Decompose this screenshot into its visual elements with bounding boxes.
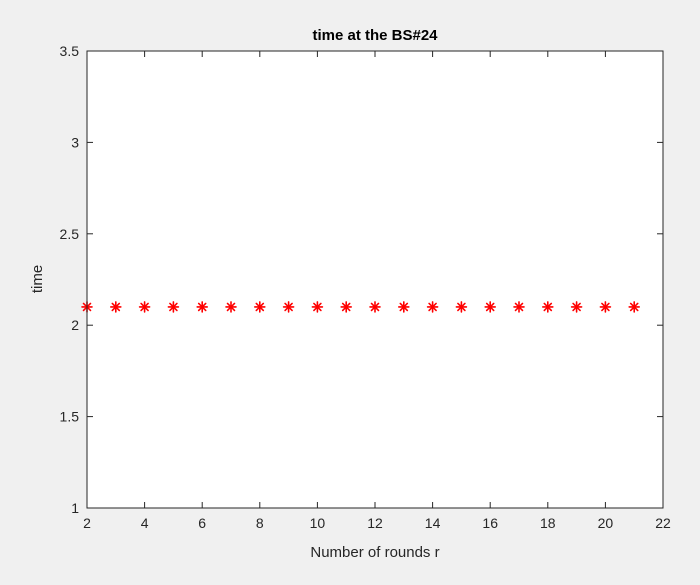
data-point <box>541 301 554 313</box>
chart-title: time at the BS#24 <box>312 27 438 44</box>
x-tick-label: 2 <box>83 515 91 531</box>
x-tick-label: 10 <box>310 515 326 531</box>
y-tick-label: 3 <box>71 134 79 150</box>
data-point <box>196 301 208 313</box>
x-tick-label: 16 <box>482 515 498 531</box>
y-axis-label: time <box>29 265 46 293</box>
x-tick-label: 22 <box>655 515 671 531</box>
data-point <box>426 301 439 313</box>
data-point <box>225 301 237 313</box>
data-point <box>513 301 525 313</box>
data-point <box>628 301 641 313</box>
data-point <box>138 301 151 313</box>
data-point <box>484 301 497 313</box>
data-point <box>397 301 410 313</box>
x-tick-label: 12 <box>367 515 383 531</box>
y-tick-label: 3.5 <box>60 43 80 59</box>
x-tick-label: 4 <box>141 515 149 531</box>
data-point <box>110 301 122 313</box>
data-point <box>369 301 381 313</box>
data-point <box>167 301 180 313</box>
y-tick-label: 1 <box>71 500 79 516</box>
y-tick-label: 2 <box>71 317 79 333</box>
data-point <box>282 301 295 313</box>
data-point <box>455 301 468 313</box>
x-tick-label: 6 <box>198 515 206 531</box>
data-point <box>253 301 266 313</box>
y-tick-label: 1.5 <box>60 409 80 425</box>
x-tick-label: 18 <box>540 515 556 531</box>
x-axis-label: Number of rounds r <box>310 544 439 561</box>
x-tick-label: 20 <box>598 515 614 531</box>
x-tick-label: 8 <box>256 515 264 531</box>
data-point <box>599 301 612 313</box>
data-point <box>570 301 583 313</box>
x-tick-label: 14 <box>425 515 441 531</box>
data-point <box>311 301 324 313</box>
plot-area <box>87 51 663 508</box>
data-point <box>340 301 353 313</box>
y-tick-label: 2.5 <box>60 226 80 242</box>
